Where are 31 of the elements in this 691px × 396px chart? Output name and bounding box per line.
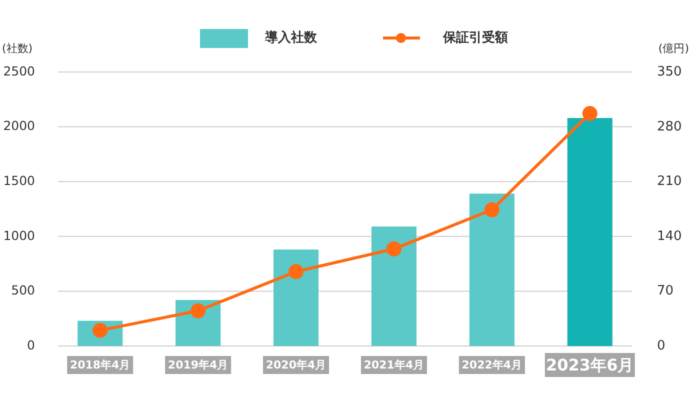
y-tick-label: 1000 [3,228,36,243]
point [484,202,500,218]
point [582,106,598,121]
x-tick-label: 2019年4月 [168,358,228,372]
y-tick-label: 500 [11,282,36,298]
y-tick-label: 2000 [3,118,36,134]
y-tick-label: 2500 [3,63,36,78]
y2-tick-label: 140 [657,228,682,244]
x-tick-label: 2022年4月 [462,358,522,372]
bar [371,226,417,346]
y-tick-label: 1500 [3,173,36,188]
y2-tick-label: 0 [657,338,666,354]
y2-tick-label: 280 [657,119,682,134]
point [386,241,402,256]
y2-tick-label: 70 [657,284,674,299]
bar [567,118,612,346]
y2-tick-label: 350 [657,64,682,80]
point [190,303,206,318]
y2-axis-title: (億円) [658,42,689,55]
y-axis-title: (社数) [2,42,33,55]
y2-tick-label: 210 [657,174,682,190]
x-tick-label: 2021年4月 [364,358,424,372]
bar [273,250,319,346]
point [288,264,304,280]
x-tick-label: 2023年6月 [546,356,634,374]
legend-label: 導入社数 [264,30,318,46]
x-tick-label: 2018年4月 [70,358,130,372]
y-tick-label: 0 [27,337,36,352]
legend-label: 保証引受額 [442,30,508,46]
x-tick-label: 2020年4月 [266,358,326,372]
bar [469,194,514,346]
